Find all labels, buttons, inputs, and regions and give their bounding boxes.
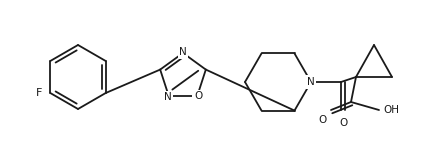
Text: O: O [194,91,202,101]
Text: N: N [307,77,315,87]
Text: F: F [36,88,42,98]
Text: N: N [164,92,172,102]
Text: N: N [164,92,172,102]
Text: O: O [339,118,347,128]
Text: N: N [179,47,187,57]
Text: N: N [179,47,187,57]
Text: N: N [307,77,315,87]
Text: OH: OH [383,105,399,115]
Text: O: O [194,91,202,101]
Text: O: O [319,115,327,125]
